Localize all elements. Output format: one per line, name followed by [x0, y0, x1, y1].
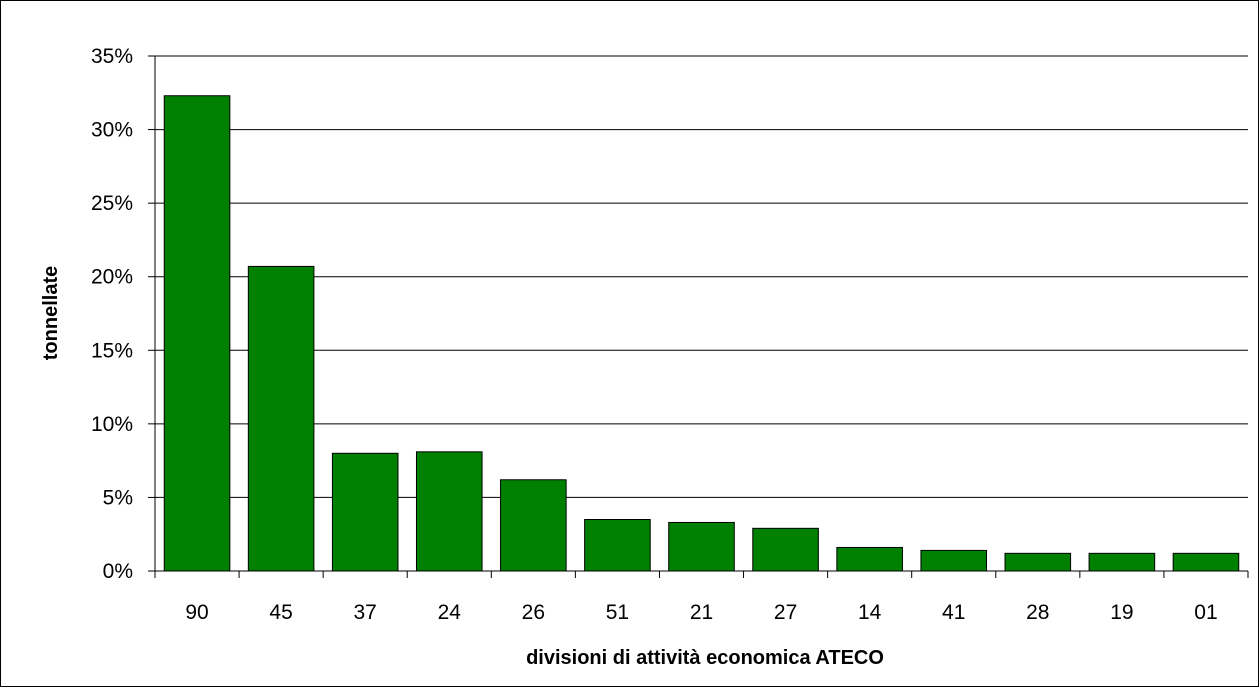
bar	[668, 521, 735, 572]
x-tick-label: 01	[1194, 601, 1217, 624]
x-tick-label: 27	[774, 601, 797, 624]
y-tick-label: 0%	[103, 560, 133, 583]
x-tick-label: 90	[185, 601, 208, 624]
bar	[1004, 552, 1072, 572]
y-tick-label: 15%	[91, 339, 133, 362]
bar	[1172, 552, 1240, 572]
bar	[331, 452, 399, 572]
y-tick-label: 5%	[103, 486, 133, 509]
bar	[500, 479, 567, 572]
bars	[163, 95, 1240, 572]
bar	[163, 95, 231, 572]
x-tick-label: 21	[690, 601, 713, 624]
x-tick-label: 28	[1026, 601, 1049, 624]
x-tick-label: 51	[606, 601, 629, 624]
bar	[836, 546, 903, 572]
x-tick-labels: 90 45 37 24 26 51 21 27 14 41 28 19 01	[185, 601, 1217, 624]
bar	[584, 519, 651, 572]
bar	[415, 451, 483, 572]
x-axis-title: divisioni di attività economica ATECO	[526, 647, 884, 669]
x-tick-label: 14	[858, 601, 882, 624]
x-tick-label: 41	[942, 601, 965, 624]
y-tick-label: 10%	[91, 413, 133, 436]
y-tick-labels: 0% 5% 10% 15% 20% 25% 30% 35%	[91, 45, 133, 583]
axes	[148, 55, 1249, 578]
x-tick-label: 19	[1110, 601, 1133, 624]
bar	[247, 265, 315, 572]
y-tick-label: 35%	[91, 45, 133, 68]
x-tick-label: 45	[269, 601, 292, 624]
x-tick-label: 26	[522, 601, 545, 624]
x-tick-label: 37	[354, 601, 377, 624]
bar	[1088, 552, 1156, 572]
gridlines	[155, 55, 1248, 498]
y-tick-label: 25%	[91, 192, 133, 215]
bar	[752, 527, 819, 572]
y-tick-label: 20%	[91, 266, 133, 289]
x-tick-label: 24	[438, 601, 462, 624]
y-tick-label: 30%	[91, 119, 133, 142]
y-axis-title: tonnellate	[40, 266, 62, 360]
bar	[920, 549, 988, 572]
